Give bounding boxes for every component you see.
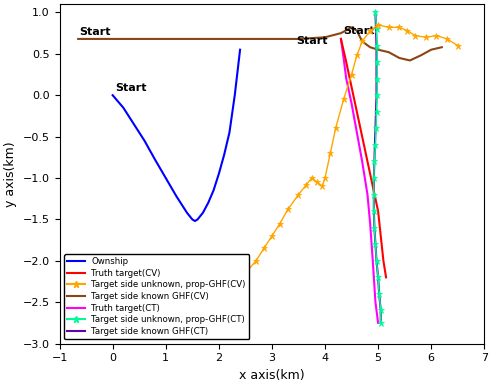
X-axis label: x axis(km): x axis(km) (239, 369, 305, 382)
Text: Start: Start (296, 36, 327, 46)
Y-axis label: y axis(km): y axis(km) (4, 141, 17, 207)
Text: Start: Start (343, 25, 375, 36)
Legend: Ownship, Truth target(CV), Target side unknown, prop-GHF(CV), Target side known : Ownship, Truth target(CV), Target side u… (64, 254, 249, 339)
Text: Start: Start (80, 27, 111, 37)
Text: Start: Start (115, 83, 147, 93)
